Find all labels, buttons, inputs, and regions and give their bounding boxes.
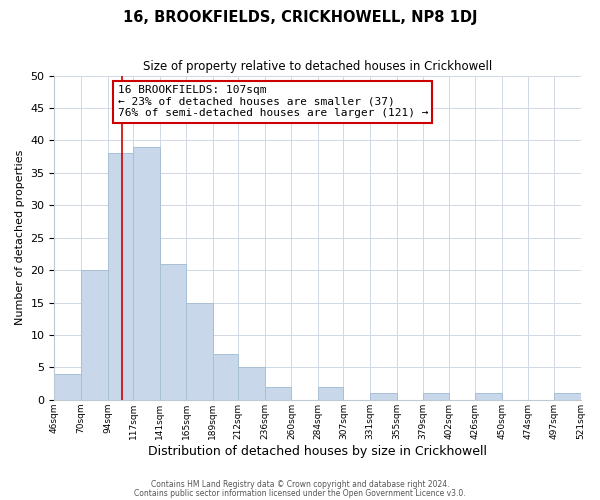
X-axis label: Distribution of detached houses by size in Crickhowell: Distribution of detached houses by size … <box>148 444 487 458</box>
Bar <box>554 394 581 400</box>
Bar <box>213 354 238 400</box>
Bar <box>265 387 292 400</box>
Bar <box>160 264 186 400</box>
Bar <box>238 368 265 400</box>
Y-axis label: Number of detached properties: Number of detached properties <box>15 150 25 326</box>
Bar <box>81 270 107 400</box>
Bar <box>423 394 449 400</box>
Bar <box>55 374 81 400</box>
Text: 16, BROOKFIELDS, CRICKHOWELL, NP8 1DJ: 16, BROOKFIELDS, CRICKHOWELL, NP8 1DJ <box>123 10 477 25</box>
Bar <box>318 387 343 400</box>
Text: Contains HM Land Registry data © Crown copyright and database right 2024.: Contains HM Land Registry data © Crown c… <box>151 480 449 489</box>
Text: Contains public sector information licensed under the Open Government Licence v3: Contains public sector information licen… <box>134 488 466 498</box>
Text: 16 BROOKFIELDS: 107sqm
← 23% of detached houses are smaller (37)
76% of semi-det: 16 BROOKFIELDS: 107sqm ← 23% of detached… <box>118 86 428 118</box>
Bar <box>107 154 133 400</box>
Bar <box>370 394 397 400</box>
Bar <box>186 302 213 400</box>
Bar <box>475 394 502 400</box>
Bar <box>133 147 160 400</box>
Title: Size of property relative to detached houses in Crickhowell: Size of property relative to detached ho… <box>143 60 492 73</box>
